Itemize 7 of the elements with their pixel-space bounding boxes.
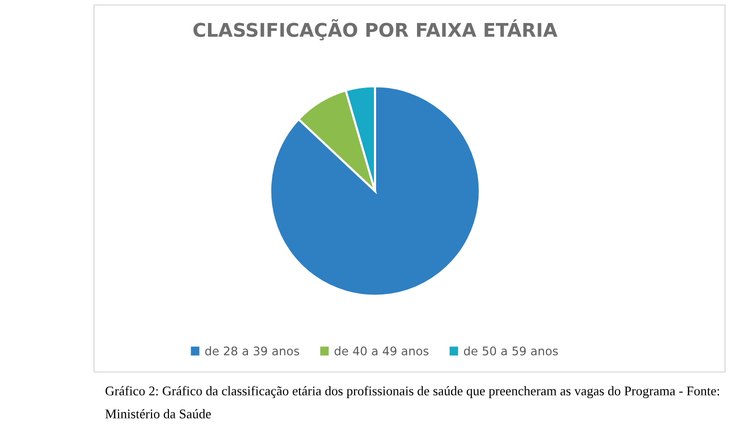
chart-title: CLASSIFICAÇÃO POR FAIXA ETÁRIA: [193, 19, 558, 40]
legend-label: de 50 a 59 anos: [464, 346, 558, 356]
text: Gráfico 2: Gráfico da classificação etária dos profissionais de saúde que preencheram as vagas do Programa - Fonte: Ministério da Saúde: [105, 386, 720, 418]
pie-slice: [269, 85, 481, 297]
legend-label: de 28 a 39 anos: [205, 346, 300, 356]
pie-slice: [298, 89, 376, 192]
legend-label: de 40 a 49 anos: [334, 346, 428, 356]
